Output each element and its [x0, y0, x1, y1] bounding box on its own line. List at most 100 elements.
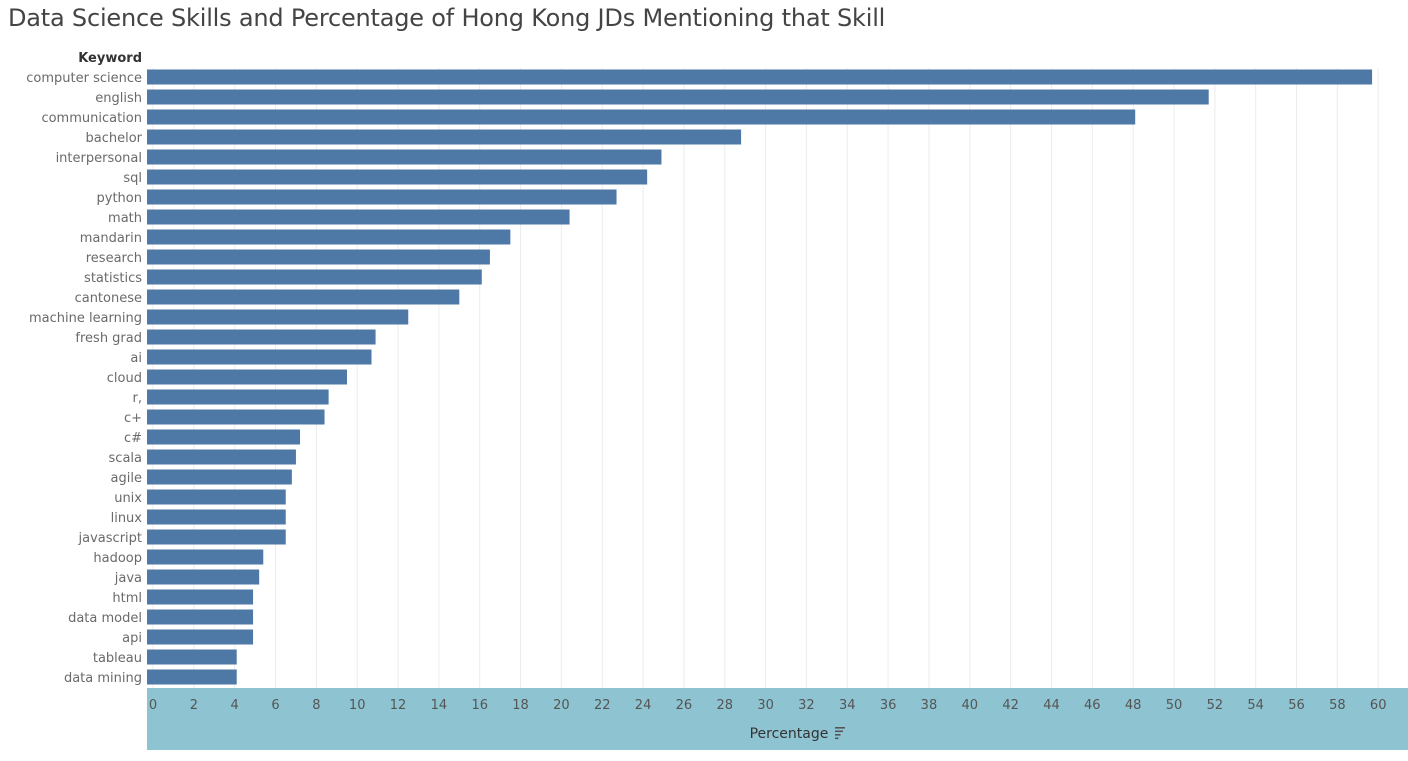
x-tick-label: 54 [1247, 698, 1264, 713]
bar[interactable] [147, 149, 662, 165]
bar[interactable] [147, 449, 296, 465]
category-label: java [114, 571, 142, 586]
category-label: html [112, 591, 142, 606]
x-tick-label: 50 [1166, 698, 1183, 713]
x-tick-label: 26 [676, 698, 693, 713]
bar[interactable] [147, 269, 482, 285]
bar[interactable] [147, 529, 286, 545]
bar[interactable] [147, 609, 254, 625]
bar[interactable] [147, 409, 325, 425]
category-label: c# [124, 431, 142, 446]
category-label: agile [111, 471, 142, 486]
bar[interactable] [147, 589, 254, 605]
category-label: statistics [84, 271, 142, 286]
chart-title: Data Science Skills and Percentage of Ho… [8, 4, 886, 32]
bars [147, 69, 1373, 685]
bar[interactable] [147, 69, 1373, 85]
category-label: machine learning [29, 311, 142, 326]
x-tick-label: 38 [921, 698, 938, 713]
category-label: research [86, 251, 142, 266]
x-tick-label: 34 [839, 698, 856, 713]
bar[interactable] [147, 389, 329, 405]
bar[interactable] [147, 289, 460, 305]
category-label: ai [130, 351, 142, 366]
bar[interactable] [147, 469, 292, 485]
x-tick-label: 0 [149, 698, 157, 713]
bar[interactable] [147, 669, 237, 685]
x-tick-label: 44 [1043, 698, 1060, 713]
category-label: api [122, 631, 142, 646]
x-tick-label: 58 [1329, 698, 1346, 713]
category-label: scala [109, 451, 142, 466]
x-tick-label: 14 [431, 698, 448, 713]
bar[interactable] [147, 489, 286, 505]
bar[interactable] [147, 109, 1136, 125]
category-label: cantonese [75, 291, 142, 306]
x-tick-label: 16 [471, 698, 488, 713]
x-tick-label: 12 [390, 698, 407, 713]
category-label: r, [133, 391, 142, 406]
bar[interactable] [147, 329, 376, 345]
x-tick-label: 4 [231, 698, 239, 713]
x-tick-label: 10 [349, 698, 366, 713]
bar[interactable] [147, 549, 264, 565]
category-label: interpersonal [56, 151, 142, 166]
x-tick-label: 2 [190, 698, 198, 713]
x-tick-label: 48 [1125, 698, 1142, 713]
x-tick-label: 46 [1084, 698, 1101, 713]
x-tick-label: 52 [1207, 698, 1224, 713]
x-axis-title[interactable]: Percentage [750, 726, 829, 742]
x-tick-label: 42 [1002, 698, 1019, 713]
category-label: cloud [107, 371, 142, 386]
x-tick-label: 22 [594, 698, 611, 713]
x-tick-label: 20 [553, 698, 570, 713]
bar[interactable] [147, 309, 409, 325]
category-label: mandarin [80, 231, 142, 246]
bar[interactable] [147, 369, 347, 385]
x-tick-label: 30 [757, 698, 774, 713]
x-tick-label: 40 [962, 698, 979, 713]
bar[interactable] [147, 649, 237, 665]
category-label: math [108, 211, 142, 226]
bar[interactable] [147, 89, 1209, 105]
bar[interactable] [147, 349, 372, 365]
bar[interactable] [147, 189, 617, 205]
category-labels: computer science english communication bach… [26, 71, 142, 686]
bar[interactable] [147, 129, 742, 145]
bar[interactable] [147, 509, 286, 525]
category-label: javascript [78, 531, 142, 546]
x-tick-label: 6 [271, 698, 279, 713]
x-tick-label: 18 [512, 698, 529, 713]
x-tick-label: 56 [1288, 698, 1305, 713]
x-tick-label: 28 [716, 698, 733, 713]
x-tick-label: 36 [880, 698, 897, 713]
category-label: computer science [26, 71, 142, 86]
bar[interactable] [147, 169, 648, 185]
category-label: fresh grad [75, 331, 142, 346]
category-label: data model [68, 611, 142, 626]
bar[interactable] [147, 569, 260, 585]
x-axis-ticks: 0 2 4 6 8 10 12 14 16 18 20 22 24 26 28 30 32 34 36 38 40 42 4… [149, 698, 1387, 713]
sort-descending-icon[interactable] [835, 727, 845, 740]
category-label: unix [114, 491, 142, 506]
category-label: english [95, 91, 142, 106]
category-label: communication [41, 111, 142, 126]
category-label: python [97, 191, 142, 206]
category-label: linux [111, 511, 143, 526]
bar[interactable] [147, 229, 511, 245]
x-tick-label: 8 [312, 698, 320, 713]
category-label: bachelor [85, 131, 142, 146]
x-tick-label: 32 [798, 698, 815, 713]
category-label: tableau [93, 651, 142, 666]
bar[interactable] [147, 629, 254, 645]
row-header-keyword: Keyword [78, 51, 142, 66]
category-label: hadoop [93, 551, 142, 566]
bar[interactable] [147, 249, 490, 265]
category-label: sql [123, 171, 142, 186]
category-label: c+ [124, 411, 142, 426]
x-tick-label: 24 [635, 698, 652, 713]
category-label: data mining [64, 671, 142, 686]
bar[interactable] [147, 209, 570, 225]
bar[interactable] [147, 429, 301, 445]
